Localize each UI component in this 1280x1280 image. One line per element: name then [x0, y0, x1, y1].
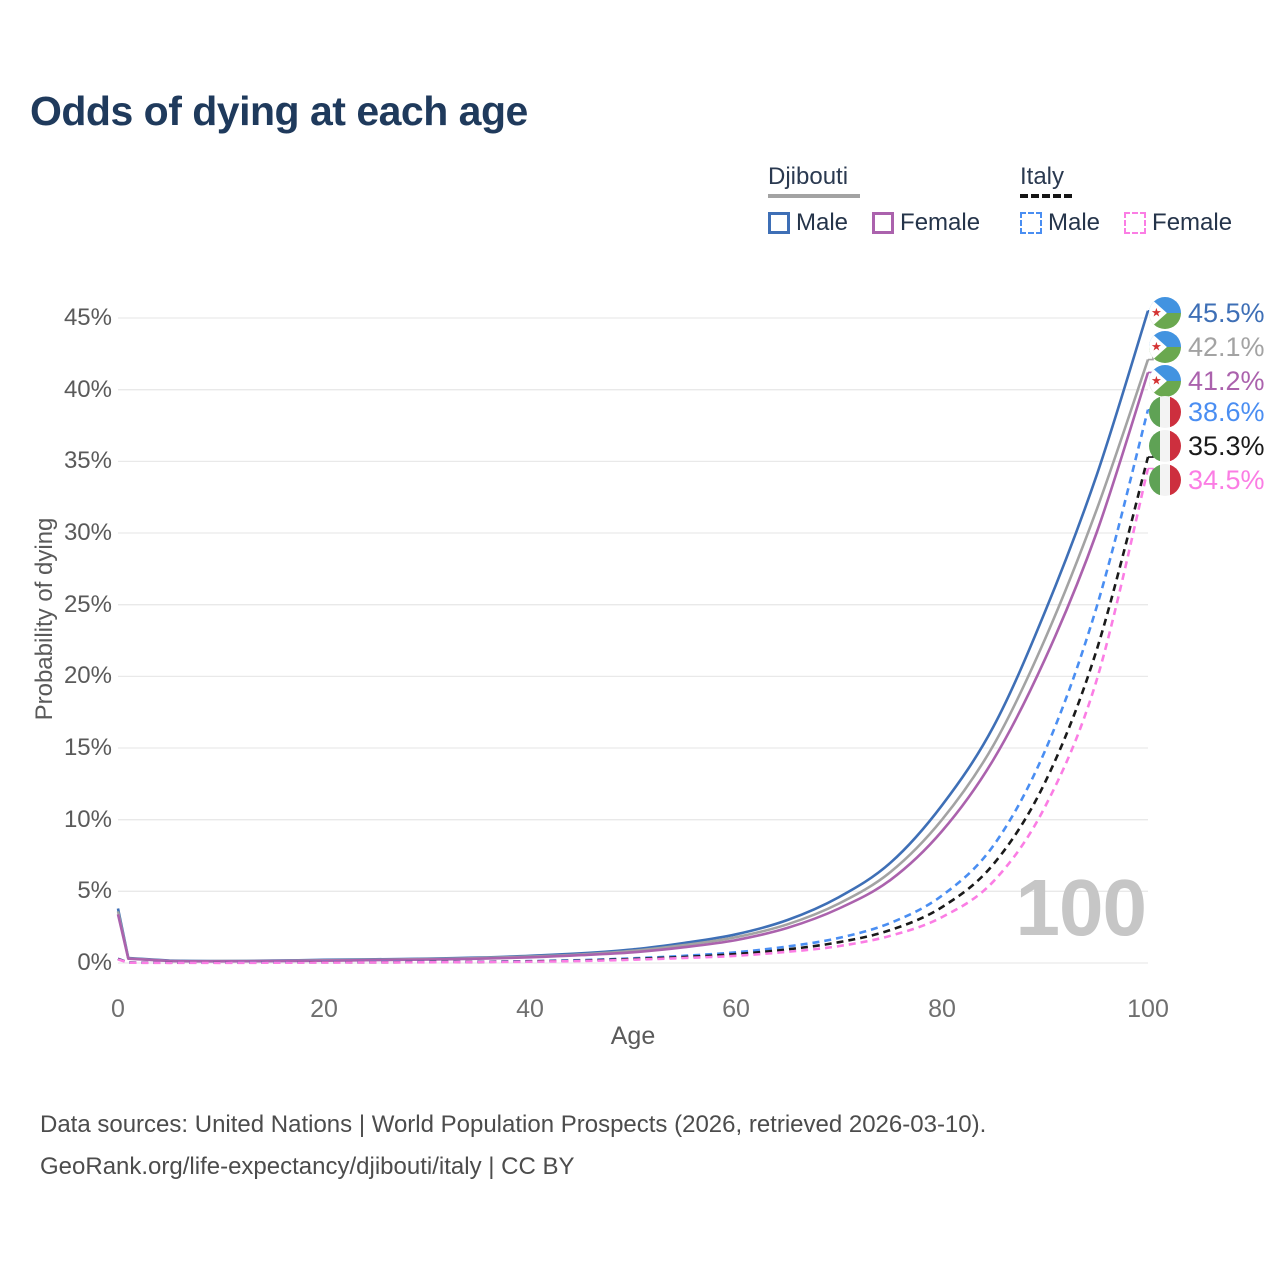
end-label-italy-male: 38.6%	[1149, 395, 1265, 429]
page-title: Odds of dying at each age	[30, 88, 528, 134]
flag-djibouti-icon: ★	[1149, 297, 1181, 329]
footer-attribution: GeoRank.org/life-expectancy/djibouti/ita…	[40, 1153, 575, 1180]
legend-swatch-italy-male	[1020, 212, 1042, 234]
legend-group-italy: Italy Male Female	[1020, 163, 1232, 237]
y-tick-label: 20%	[63, 662, 112, 690]
y-tick-label: 5%	[77, 877, 112, 905]
flag-italy-icon	[1149, 396, 1181, 428]
legend-label: Female	[900, 209, 981, 236]
series-line-djibouti-female	[116, 372, 1150, 963]
legend-group-djibouti: Djibouti Male Female	[768, 163, 980, 237]
footer: Data sources: United Nations | World Pop…	[40, 1104, 986, 1188]
y-tick-label: 25%	[63, 590, 112, 618]
y-tick-label: 0%	[77, 949, 112, 976]
end-label-italy-female: 34.5%	[1149, 463, 1265, 497]
end-value: 42.1%	[1188, 331, 1265, 362]
age-counter-watermark: 100	[1015, 863, 1147, 952]
legend-item-djibouti-male[interactable]: Male	[768, 209, 848, 237]
legend-item-italy-female[interactable]: Female	[1124, 209, 1232, 237]
legend-underline-djibouti	[768, 194, 860, 198]
flag-djibouti-icon: ★	[1149, 331, 1181, 363]
y-tick-label: 45%	[63, 304, 112, 331]
end-value: 38.6%	[1188, 396, 1265, 427]
x-tick-label: 0	[111, 995, 125, 1023]
y-tick-label: 30%	[63, 519, 112, 546]
legend-swatch-djibouti-female	[872, 212, 895, 234]
flag-italy-icon	[1149, 464, 1181, 496]
legend-underline-italy	[1020, 194, 1072, 198]
y-tick-label: 10%	[63, 805, 112, 833]
legend-swatch-djibouti-male	[768, 212, 790, 234]
end-value: 34.5%	[1188, 464, 1265, 495]
legend-label: Male	[1048, 209, 1101, 236]
end-label-djibouti-male: ★ 45.5%	[1149, 296, 1265, 330]
x-tick-label: 20	[310, 995, 338, 1023]
y-tick-label: 35%	[63, 447, 112, 475]
legend-country-italy: Italy	[1020, 163, 1065, 190]
end-value: 41.2%	[1188, 365, 1265, 396]
series-line-italy-female	[117, 468, 1150, 965]
end-label-djibouti-both: ★ 42.1%	[1149, 330, 1265, 364]
x-tick-label: 80	[928, 995, 956, 1023]
footer-sources: Data sources: United Nations | World Pop…	[40, 1111, 987, 1138]
legend-swatch-italy-female	[1124, 212, 1147, 234]
end-value: 35.3%	[1188, 430, 1265, 461]
x-tick-label: 40	[516, 995, 544, 1023]
legend-country-djibouti: Djibouti	[768, 163, 849, 190]
x-tick-label: 100	[1127, 995, 1169, 1023]
x-axis-title: Age	[610, 1022, 656, 1050]
flag-djibouti-icon: ★	[1149, 365, 1181, 397]
y-tick-label: 15%	[63, 734, 112, 761]
legend-label: Female	[1152, 209, 1233, 236]
legend-item-italy-male[interactable]: Male	[1020, 209, 1100, 237]
series-line-djibouti-male	[116, 310, 1150, 963]
flag-italy-icon	[1149, 430, 1181, 462]
y-tick-label: 40%	[63, 375, 112, 403]
end-value: 45.5%	[1188, 297, 1265, 328]
end-label-italy-both: 35.3%	[1149, 429, 1265, 463]
y-axis-title: Probability of dying	[31, 517, 58, 721]
x-tick-label: 60	[722, 995, 750, 1023]
legend-item-djibouti-female[interactable]: Female	[872, 209, 980, 237]
end-label-djibouti-female: ★ 41.2%	[1149, 364, 1265, 398]
legend-label: Male	[796, 209, 849, 236]
